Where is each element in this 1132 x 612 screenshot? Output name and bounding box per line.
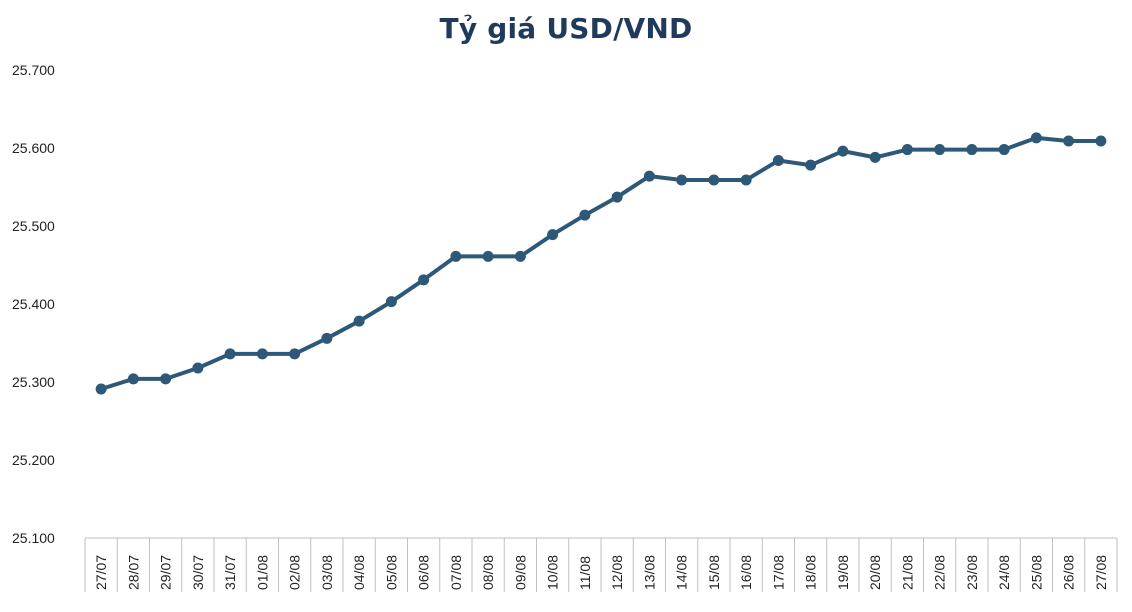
x-tick-label: 09/08 (512, 555, 528, 590)
x-tick-label: 26/08 (1061, 555, 1077, 590)
x-tick-label: 15/08 (706, 555, 722, 590)
x-tick-label: 31/07 (222, 555, 238, 590)
data-point (224, 348, 236, 360)
x-tick-label: 18/08 (803, 555, 819, 590)
x-tick-label: 01/08 (254, 555, 270, 590)
x-tick-label: 27/07 (93, 555, 109, 590)
data-point (869, 151, 881, 163)
data-point (708, 174, 720, 186)
x-tick-label: 22/08 (932, 555, 948, 590)
data-point (385, 296, 397, 308)
x-tick-label: 16/08 (738, 555, 754, 590)
x-tick-label: 23/08 (964, 555, 980, 590)
chart-title: Tỷ giá USD/VND (439, 12, 693, 45)
x-tick-label: 02/08 (287, 555, 303, 590)
x-tick-label: 08/08 (480, 555, 496, 590)
data-point (95, 383, 107, 395)
data-point (643, 170, 655, 182)
data-point (321, 332, 333, 344)
data-point (740, 174, 752, 186)
data-point (901, 144, 913, 156)
x-tick-label: 11/08 (577, 556, 593, 590)
data-point (611, 191, 623, 203)
x-tick-label: 25/08 (1028, 555, 1044, 590)
data-point (772, 154, 784, 166)
data-point (547, 229, 559, 241)
data-point (1030, 132, 1042, 144)
data-point (127, 373, 139, 385)
data-point (450, 250, 462, 262)
x-tick-label: 20/08 (867, 555, 883, 590)
series-line (99, 135, 1103, 391)
data-point (482, 250, 494, 262)
series-layer (95, 132, 1107, 395)
data-point (998, 144, 1010, 156)
y-axis-labels: 25.100 25.200 25.300 25.400 25.500 25.600 25.7… (12, 62, 55, 546)
data-point (1063, 135, 1075, 147)
x-tick-label: 07/08 (448, 555, 464, 590)
data-point (192, 362, 204, 374)
x-tick-label: 04/08 (351, 555, 367, 590)
data-point (1095, 135, 1107, 147)
data-point (353, 315, 365, 327)
data-point (934, 144, 946, 156)
y-tick-label: 25.100 (12, 530, 55, 546)
data-point (289, 348, 301, 360)
y-tick-label: 25.300 (12, 374, 55, 390)
x-tick-label: 10/08 (545, 555, 561, 590)
x-tick-label: 06/08 (416, 555, 432, 590)
data-point (579, 209, 591, 221)
data-point (418, 274, 430, 286)
data-point (160, 373, 172, 385)
x-tick-label: 21/08 (899, 555, 915, 590)
x-tick-label: 28/07 (125, 555, 141, 590)
y-tick-label: 25.200 (12, 452, 55, 468)
data-point (805, 159, 817, 171)
x-tick-label: 03/08 (319, 555, 335, 590)
x-tick-label: 19/08 (835, 555, 851, 590)
x-tick-label: 27/08 (1093, 555, 1109, 590)
data-point (966, 144, 978, 156)
x-tick-label: 13/08 (641, 555, 657, 590)
y-tick-label: 25.500 (12, 218, 55, 234)
x-tick-label: 17/08 (770, 555, 786, 590)
data-point (256, 348, 268, 360)
x-tick-label: 29/07 (158, 555, 174, 590)
data-point (837, 145, 849, 157)
x-axis: 27/07 28/07 29/07 30/07 31/07 01/08 02/08 03/08… (84, 537, 1118, 592)
y-tick-label: 25.400 (12, 296, 55, 312)
y-tick-label: 25.600 (12, 140, 55, 156)
x-tick-label: 14/08 (674, 555, 690, 590)
data-point (676, 174, 688, 186)
y-tick-label: 25.700 (12, 62, 55, 78)
x-tick-label: 12/08 (609, 555, 625, 590)
data-point (514, 250, 526, 262)
x-tick-label: 24/08 (996, 555, 1012, 590)
x-tick-label: 30/07 (190, 555, 206, 590)
x-tick-label: 05/08 (383, 555, 399, 590)
